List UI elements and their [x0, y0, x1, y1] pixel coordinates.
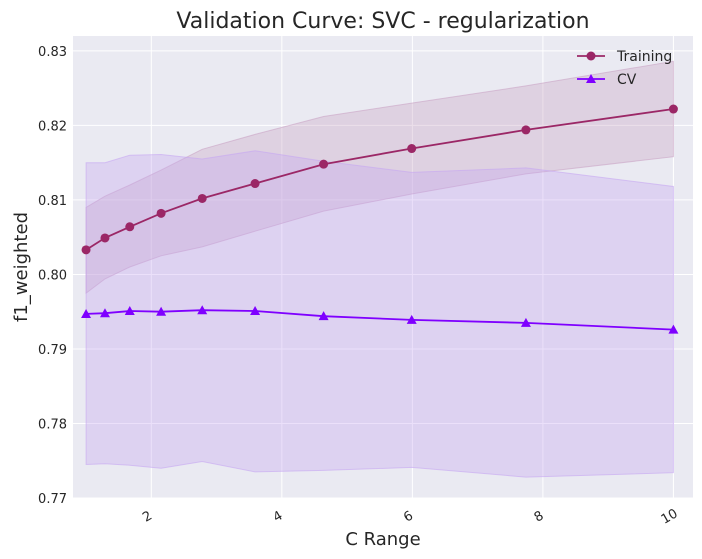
training-point: [156, 208, 166, 218]
training-point: [197, 193, 207, 203]
x-axis-label: C Range: [345, 529, 420, 550]
cv-point: [197, 305, 208, 315]
cv-point: [406, 314, 417, 324]
legend-cv-label: CV: [617, 72, 637, 88]
cv-point: [250, 305, 261, 315]
legend-cv-marker: [586, 74, 596, 83]
training-point: [319, 159, 329, 169]
training-point: [668, 104, 678, 114]
y-tick-label: 0.78: [38, 417, 67, 432]
training-point: [407, 144, 417, 154]
training-line: [85, 108, 674, 251]
cv-band: [85, 150, 674, 478]
y-tick-label: 0.82: [38, 119, 67, 134]
cv-line: [86, 309, 674, 331]
chart-title: Validation Curve: SVC - regularization: [176, 9, 589, 34]
cv-point: [668, 324, 679, 334]
series-lines: [85, 108, 674, 331]
cv-point: [520, 317, 531, 327]
cv-point: [81, 308, 92, 318]
training-point: [521, 125, 531, 135]
y-tick-label: 0.77: [38, 492, 67, 507]
legend-training-marker: [586, 51, 596, 61]
series-markers: [81, 104, 679, 334]
cv-point: [318, 311, 329, 321]
cv-point: [124, 305, 135, 315]
y-axis-label: f1_weighted: [11, 212, 32, 322]
confidence-bands: [85, 60, 674, 478]
training-point: [125, 222, 135, 232]
training-band: [85, 60, 674, 295]
legend-training-label: Training: [616, 49, 672, 65]
y-tick-label: 0.81: [38, 194, 67, 209]
y-tick-label: 0.80: [38, 268, 67, 283]
y-tick-label: 0.79: [38, 343, 67, 358]
y-tick-label: 0.83: [38, 45, 67, 60]
training-point: [100, 233, 110, 243]
x-tick-label: 10: [659, 506, 681, 527]
training-point: [250, 179, 260, 189]
plot-area: [73, 36, 693, 498]
legend: Training CV: [577, 49, 672, 88]
y-tick-labels: 0.77 0.78 0.79 0.80 0.81 0.82 0.83: [38, 45, 67, 507]
training-point: [81, 245, 91, 255]
cv-point: [99, 308, 110, 318]
cv-point: [156, 306, 167, 316]
